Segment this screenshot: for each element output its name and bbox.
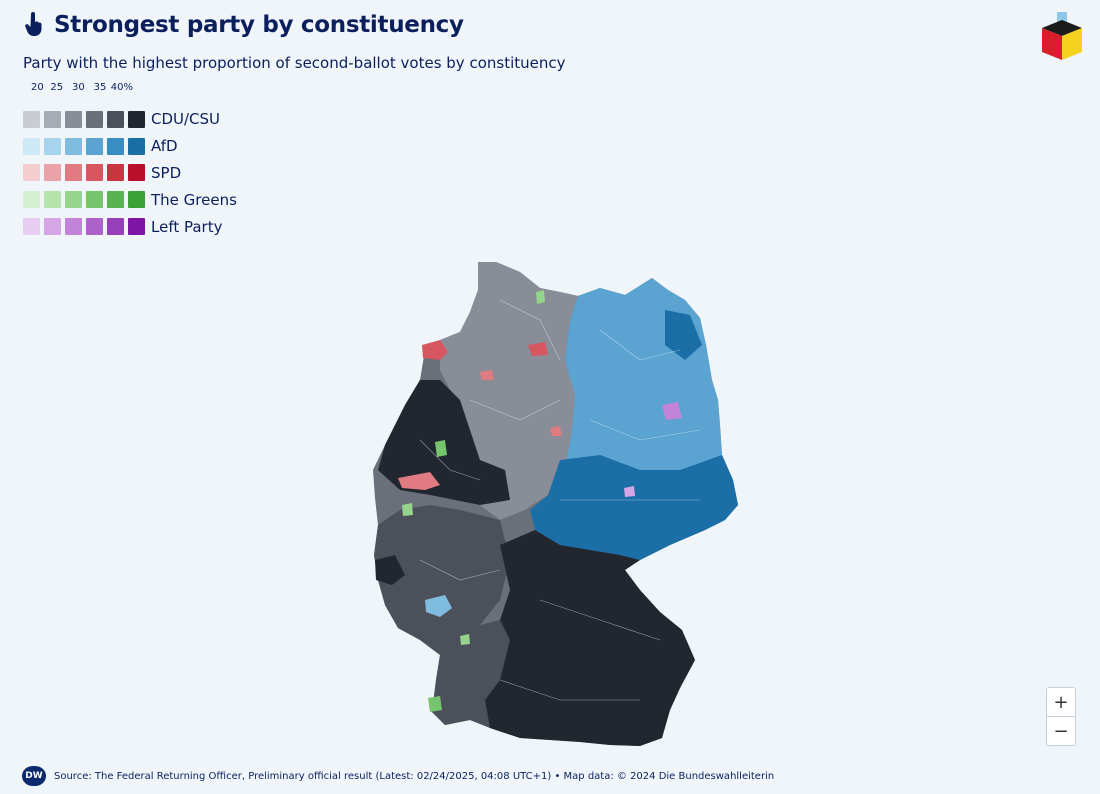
legend-swatch xyxy=(44,164,61,182)
page-title: Strongest party by constituency xyxy=(54,12,464,38)
legend-swatch xyxy=(44,110,61,128)
ballot-box-logo xyxy=(1042,12,1082,60)
region-bavaria xyxy=(475,530,695,746)
legend-label-cdu: CDU/CSU xyxy=(151,110,221,129)
greens-heidelberg xyxy=(460,634,470,645)
legend-row-cdu: CDU/CSU xyxy=(23,106,237,133)
dw-logo: DW xyxy=(22,766,46,786)
legend-scale-ticks: 20 25 30 35 40% xyxy=(24,82,134,93)
left-leipzig xyxy=(624,486,635,497)
legend-swatch xyxy=(23,137,40,155)
legend-label-spd: SPD xyxy=(151,163,182,182)
legend-swatch xyxy=(128,110,145,128)
legend-label-afd: AfD xyxy=(151,137,178,156)
region-east-south xyxy=(530,455,738,560)
legend-swatch xyxy=(107,164,124,182)
scale-tick: 20 xyxy=(31,82,44,93)
hand-pointer-icon xyxy=(25,12,42,36)
legend-swatch xyxy=(107,110,124,128)
greens-freiburg xyxy=(428,696,442,712)
legend: CDU/CSU AfD SPD The Greens Left Party xyxy=(23,106,237,240)
legend-swatch xyxy=(107,218,124,236)
legend-swatches xyxy=(23,191,145,209)
legend-swatches xyxy=(23,218,145,236)
legend-swatch xyxy=(128,164,145,182)
region-northeast-dark xyxy=(665,310,702,360)
greens-muenster xyxy=(435,440,447,457)
region-southwest xyxy=(374,505,510,655)
zoom-control: + − xyxy=(1046,687,1076,746)
constituency-borders xyxy=(419,299,701,701)
spd-emden xyxy=(422,340,448,360)
legend-swatch xyxy=(44,137,61,155)
header: Strongest party by constituency xyxy=(24,12,464,38)
legend-swatches xyxy=(23,110,145,128)
region-saarland xyxy=(375,555,405,585)
legend-swatch xyxy=(65,191,82,209)
greens-kiel xyxy=(536,290,545,304)
legend-swatch xyxy=(65,110,82,128)
legend-swatches xyxy=(23,137,145,155)
scale-tick: 35 xyxy=(93,82,107,93)
footer: DW Source: The Federal Returning Officer… xyxy=(22,766,774,786)
legend-swatch xyxy=(86,137,103,155)
legend-swatch xyxy=(107,191,124,209)
legend-label-greens: The Greens xyxy=(151,190,237,209)
legend-swatches xyxy=(23,164,145,182)
spd-ruhr xyxy=(398,472,440,490)
legend-row-left: Left Party xyxy=(23,213,237,240)
legend-swatch xyxy=(65,137,82,155)
legend-row-afd: AfD xyxy=(23,133,237,160)
legend-swatch xyxy=(86,191,103,209)
spd-hanover xyxy=(550,426,562,436)
scale-tick: 30 xyxy=(72,82,85,93)
left-berlin xyxy=(662,402,682,420)
zoom-out-button[interactable]: − xyxy=(1047,716,1075,745)
legend-swatch xyxy=(23,164,40,182)
scale-tick: 40% xyxy=(110,82,134,93)
legend-swatch xyxy=(86,110,103,128)
legend-swatch xyxy=(86,164,103,182)
region-frankfurt-afd xyxy=(425,595,452,617)
legend-swatch xyxy=(128,191,145,209)
legend-swatch xyxy=(44,191,61,209)
legend-swatch xyxy=(44,218,61,236)
map-subtitle: Party with the highest proportion of sec… xyxy=(23,54,566,72)
legend-swatch xyxy=(23,218,40,236)
legend-swatch xyxy=(128,137,145,155)
legend-swatch xyxy=(23,191,40,209)
legend-label-left: Left Party xyxy=(151,217,223,236)
legend-swatch xyxy=(107,137,124,155)
legend-swatch xyxy=(65,164,82,182)
spd-bremen xyxy=(480,370,494,380)
source-note: Source: The Federal Returning Officer, P… xyxy=(54,770,775,782)
spd-hamburg xyxy=(528,342,548,356)
legend-swatch xyxy=(23,110,40,128)
greens-cologne xyxy=(402,503,413,516)
legend-swatch xyxy=(65,218,82,236)
scale-tick: 25 xyxy=(50,82,64,93)
legend-swatch xyxy=(86,218,103,236)
zoom-in-button[interactable]: + xyxy=(1053,691,1069,713)
region-bw xyxy=(432,620,510,728)
legend-row-spd: SPD xyxy=(23,160,237,187)
legend-row-greens: The Greens xyxy=(23,186,237,213)
legend-swatch xyxy=(128,218,145,236)
